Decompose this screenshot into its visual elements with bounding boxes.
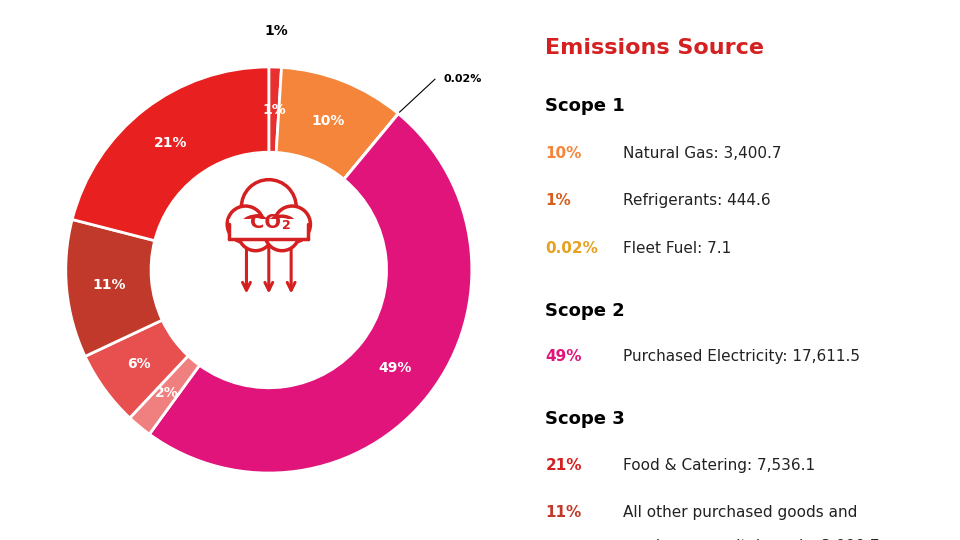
Text: Refrigerants: 444.6: Refrigerants: 444.6 [623,193,771,208]
Text: All other purchased goods and: All other purchased goods and [623,505,857,521]
Text: 1%: 1% [264,24,288,38]
Text: 2: 2 [281,219,291,232]
Circle shape [274,206,310,242]
Text: Food & Catering: 7,536.1: Food & Catering: 7,536.1 [623,458,815,473]
Text: Scope 2: Scope 2 [545,302,625,320]
Text: 2%: 2% [155,387,179,401]
Circle shape [241,180,297,234]
Wedge shape [344,113,398,179]
Wedge shape [85,320,188,418]
Text: Fleet Fuel: 7.1: Fleet Fuel: 7.1 [623,241,732,256]
Text: 10%: 10% [545,146,582,161]
Text: 21%: 21% [545,458,582,473]
Text: CO: CO [250,213,280,232]
Text: 1%: 1% [262,103,286,117]
Text: 49%: 49% [545,349,582,364]
Wedge shape [72,67,269,241]
Wedge shape [150,114,471,473]
Text: 11%: 11% [545,505,582,521]
Text: 49%: 49% [379,361,412,375]
Wedge shape [130,356,200,434]
Circle shape [265,216,300,251]
Text: 21%: 21% [154,136,187,150]
Text: 0.02%: 0.02% [444,74,481,84]
Bar [229,219,308,240]
Wedge shape [276,68,398,179]
Text: 0.02%: 0.02% [545,241,598,256]
Text: services + capital goods: 3,990.7: services + capital goods: 3,990.7 [623,539,879,540]
Text: 11%: 11% [92,278,126,292]
Text: 6%: 6% [127,357,151,371]
Circle shape [228,206,264,242]
Text: Purchased Electricity: 17,611.5: Purchased Electricity: 17,611.5 [623,349,860,364]
Text: 10%: 10% [311,114,345,128]
Text: Natural Gas: 3,400.7: Natural Gas: 3,400.7 [623,146,781,161]
Text: 1%: 1% [545,193,571,208]
Circle shape [238,216,273,251]
Text: Scope 3: Scope 3 [545,410,625,428]
Text: Emissions Source: Emissions Source [545,38,764,58]
Wedge shape [269,67,281,152]
Text: Scope 1: Scope 1 [545,97,625,115]
Wedge shape [66,219,162,356]
